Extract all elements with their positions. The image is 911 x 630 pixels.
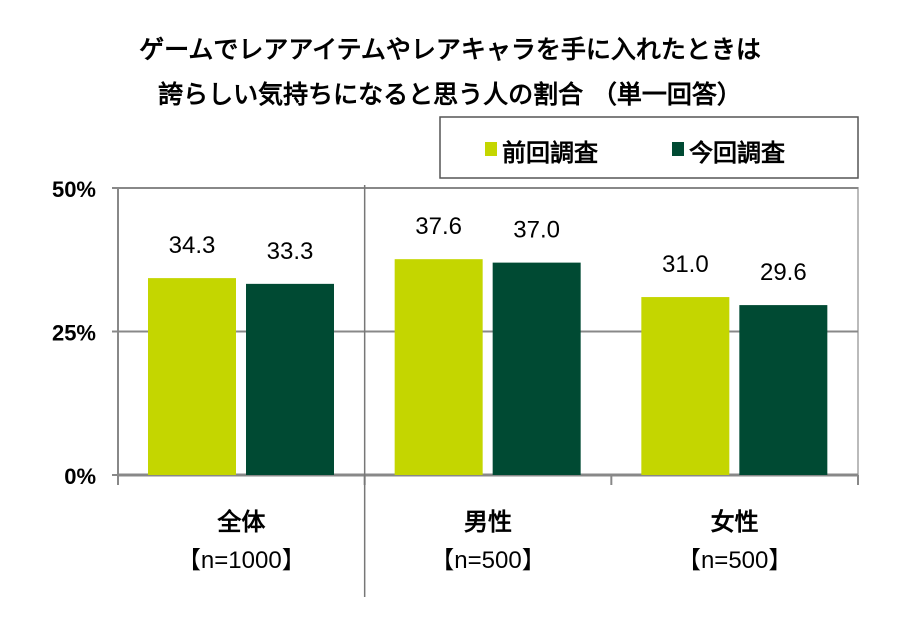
legend-swatch-previous [485,142,497,156]
data-label: 34.3 [169,232,216,259]
data-label: 37.0 [513,217,560,244]
legend-swatch-current [672,142,684,156]
bar-previous [148,278,236,475]
legend-box [439,116,859,179]
legend: 前回調査 今回調査 [439,116,859,179]
data-label: 31.0 [662,251,709,278]
bar-previous [394,259,483,475]
data-label: 37.6 [415,213,462,240]
legend-label-current: 今回調査 [689,139,785,167]
chart-title-line-2: 誇らしい気持ちになると思う人の割合 （単一回答） [158,80,742,109]
bar-previous [641,297,730,475]
data-label: 33.3 [267,238,314,265]
y-tick-label: 0% [64,464,96,489]
x-category-label: 全体 [216,508,266,536]
chart-title-line-1: ゲームでレアアイテムやレアキャラを手に入れたときは [139,35,761,64]
x-category-sample-size: 【n=500】 [430,547,545,574]
bar-current [492,262,581,475]
bar-current [246,283,334,475]
x-category-sample-size: 【n=500】 [677,547,792,574]
bar-current [739,305,828,475]
x-category-sample-size: 【n=1000】 [177,547,306,574]
y-tick-label: 25% [52,321,96,346]
y-tick-label: 50% [52,177,96,202]
legend-label-previous: 前回調査 [502,139,598,167]
x-category-label: 男性 [464,508,512,536]
x-category-label: 女性 [711,508,759,536]
data-label: 29.6 [760,259,807,286]
